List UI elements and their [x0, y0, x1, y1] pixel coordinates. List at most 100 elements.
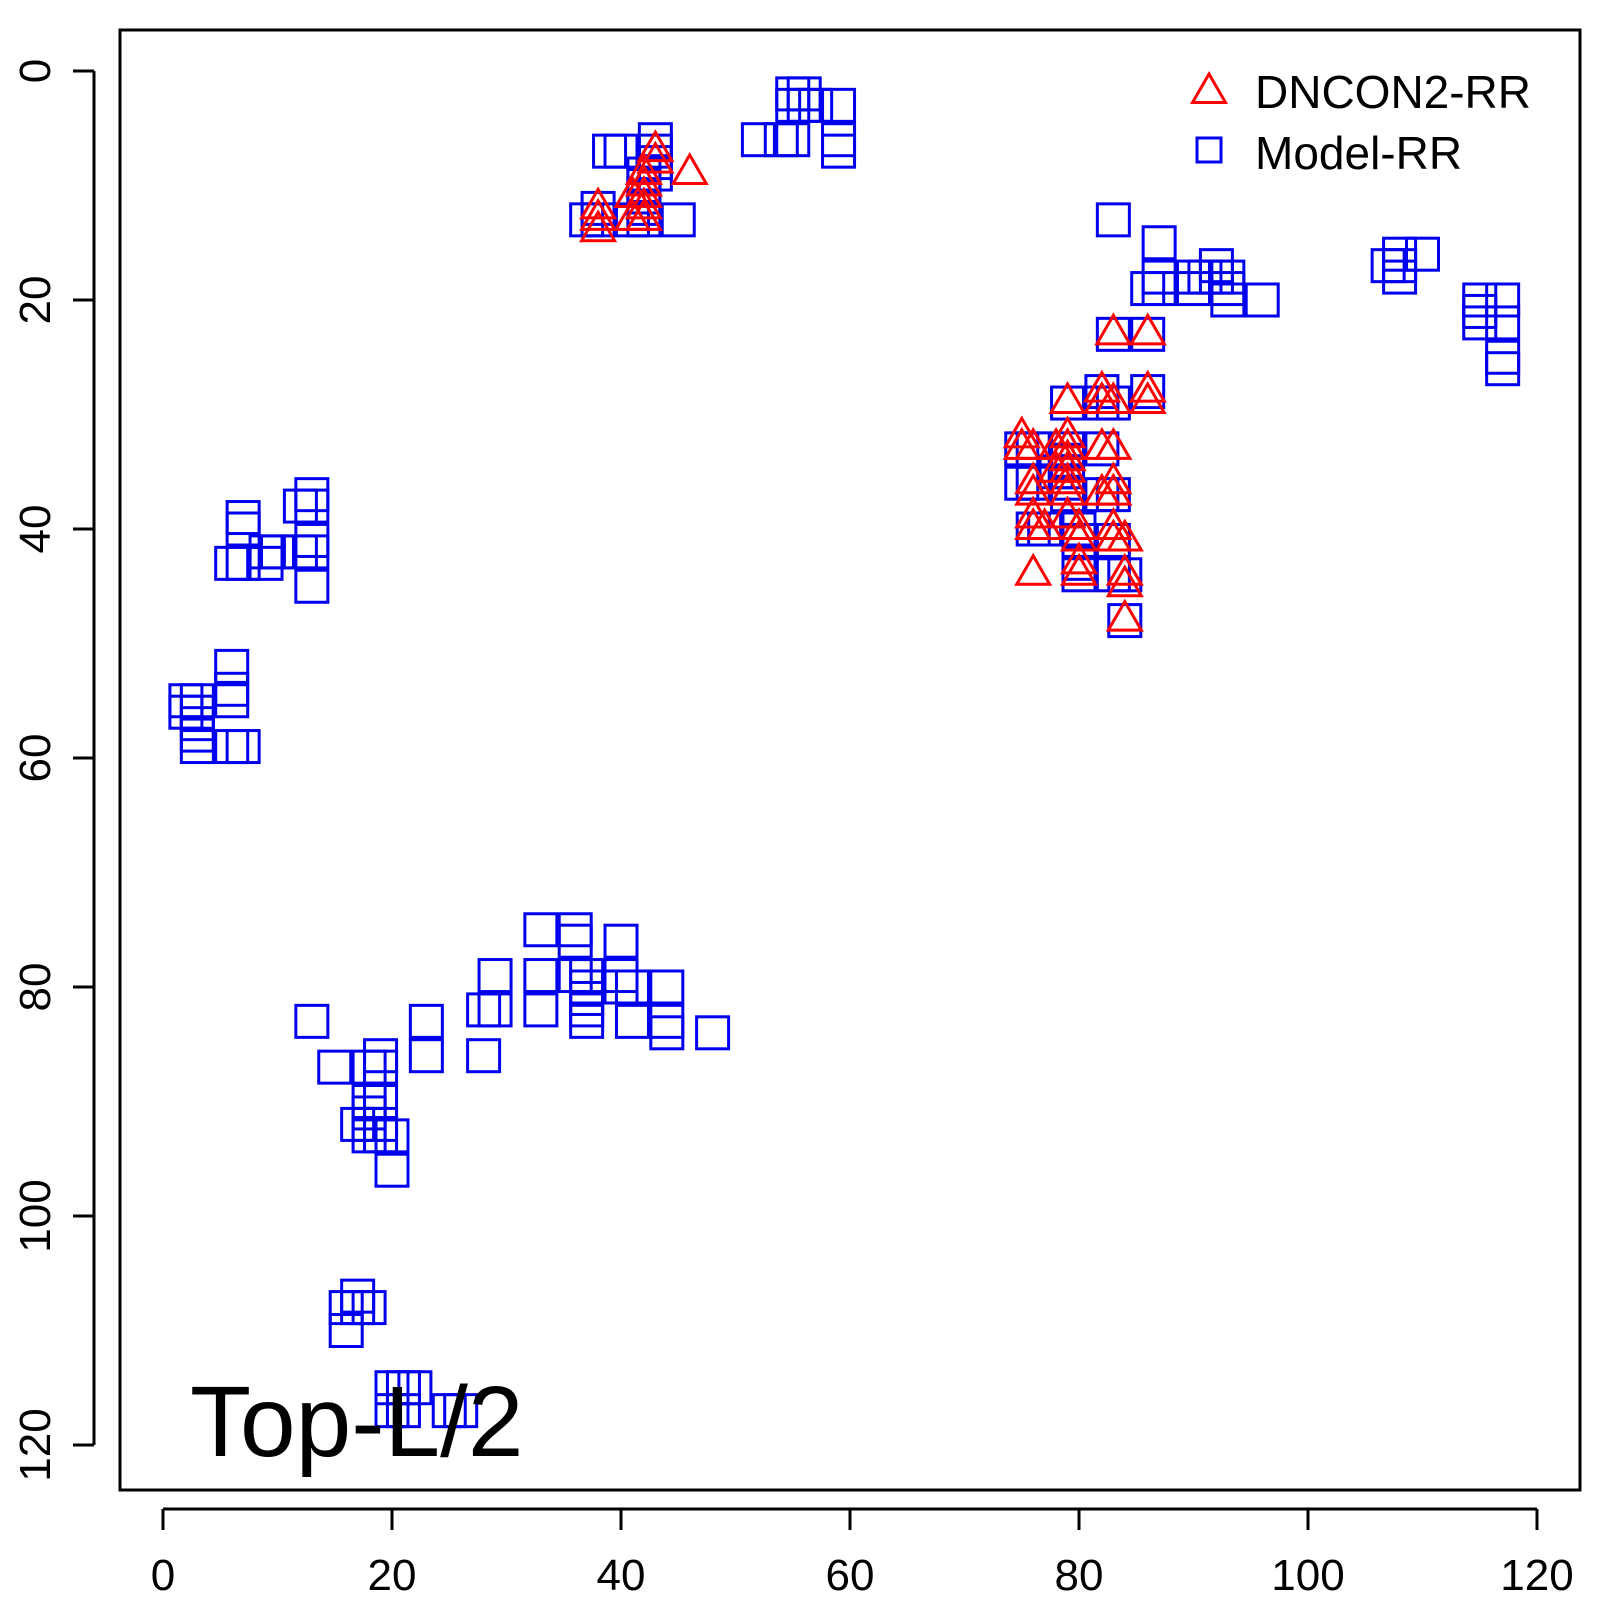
- model-rr-point: [363, 1106, 399, 1142]
- model-rr-point: [603, 133, 639, 169]
- model-rr-point: [603, 958, 639, 994]
- model-rr-point: [1485, 339, 1521, 375]
- model-rr-point: [523, 992, 559, 1028]
- model-rr-point: [775, 87, 811, 123]
- dncon2-rr-point: [1048, 381, 1087, 415]
- model-rr-point: [225, 729, 261, 765]
- model-rr-point: [351, 1290, 387, 1326]
- model-rr-point: [294, 477, 330, 513]
- model-rr-point: [821, 133, 857, 169]
- dncon2-rr-point: [578, 209, 618, 243]
- model-rr-point: [798, 87, 834, 123]
- dncon2-rr-point: [1014, 426, 1053, 460]
- model-rr-point: [614, 1003, 650, 1039]
- dncon2-rr-point: [1048, 449, 1087, 483]
- x-tick-label: 60: [826, 1551, 875, 1600]
- model-rr-point: [1050, 477, 1086, 513]
- x-axis: 0 20 40 60 80 100 120: [151, 1507, 1574, 1600]
- model-rr-point: [443, 1393, 479, 1429]
- x-tick-label: 0: [151, 1551, 175, 1600]
- dncon2-rr-point: [1048, 426, 1087, 460]
- model-rr-point: [294, 568, 330, 604]
- model-rr-point: [351, 1118, 387, 1154]
- model-rr-point: [225, 511, 261, 547]
- model-rr-point: [328, 1290, 364, 1326]
- dncon2-rr-point: [1094, 472, 1133, 506]
- model-rr-point: [340, 1278, 376, 1314]
- model-rr-point: [294, 488, 330, 524]
- dncon2-rr-point: [624, 197, 664, 231]
- model-rr-point: [214, 683, 250, 719]
- model-rr-point: [466, 992, 502, 1028]
- model-rr-point: [1382, 259, 1418, 295]
- model-rr-point: [351, 1084, 387, 1119]
- model-rr-point: [294, 1003, 330, 1039]
- model-rr-point: [363, 1084, 399, 1119]
- dncon2-rr-point: [1094, 312, 1133, 346]
- dncon2-rr-point: [624, 163, 664, 197]
- model-rr-point: [1061, 557, 1097, 593]
- model-rr-point: [1210, 282, 1246, 318]
- model-rr-point: [317, 1049, 353, 1085]
- y-tick-label: 120: [11, 1408, 60, 1481]
- model-rr-point: [1176, 259, 1211, 295]
- model-rr-point: [1370, 248, 1406, 284]
- model-rr-point: [374, 1118, 410, 1154]
- model-rr-point: [1198, 259, 1234, 295]
- model-rr-point: [477, 958, 513, 994]
- dncon2-rr-point: [624, 174, 664, 208]
- model-rr-point: [225, 545, 261, 581]
- model-rr-point: [580, 202, 616, 238]
- model-rr-point: [214, 671, 250, 707]
- x-tick-label: 80: [1055, 1551, 1104, 1600]
- model-rr-point: [1244, 282, 1280, 318]
- model-rr-point: [1141, 271, 1177, 307]
- model-rr-point: [660, 202, 696, 238]
- y-tick-label: 40: [11, 505, 60, 554]
- dncon2-rr-point: [1059, 518, 1099, 552]
- model-rr-point: [363, 1118, 399, 1154]
- model-rr-point: [1462, 305, 1498, 341]
- y-tick-label: 100: [11, 1179, 60, 1252]
- model-rr-point: [340, 1106, 376, 1142]
- model-rr-point: [649, 1003, 685, 1039]
- model-rr-point: [179, 683, 215, 719]
- model-rr-point: [649, 969, 685, 1005]
- model-rr-point: [569, 969, 605, 1005]
- model-rr-point: [214, 729, 250, 765]
- dncon2-rr-point: [578, 197, 618, 231]
- model-rr-point: [557, 923, 593, 959]
- legend-square-marker: [1195, 136, 1223, 164]
- model-rr-point: [775, 76, 811, 112]
- dncon2-rr-point: [1014, 552, 1053, 586]
- dncon2-rr-point: [1094, 381, 1133, 415]
- dncon2-rr-point: [1128, 369, 1167, 403]
- dncon2-rr-point: [1128, 381, 1167, 415]
- model-rr-point: [477, 992, 513, 1028]
- model-rr-point: [557, 958, 593, 994]
- dncon2-rr-point: [624, 186, 664, 220]
- model-rr-point: [466, 1038, 502, 1074]
- dncon2-rr-point: [1048, 438, 1087, 472]
- model-rr-point: [569, 992, 605, 1028]
- model-rr-point: [374, 1152, 410, 1188]
- chart-annotation: Top-L/2: [190, 1366, 524, 1478]
- model-rr-point: [1462, 282, 1498, 318]
- dncon2-rr-point: [670, 152, 709, 186]
- model-rr-point: [763, 122, 799, 158]
- model-rr-point: [179, 706, 215, 742]
- model-rr-point: [328, 1313, 364, 1348]
- model-rr-point: [1095, 316, 1131, 352]
- legend-label-dncon2-rr: DNCON2-RR: [1255, 66, 1531, 118]
- model-rr-point: [1485, 305, 1521, 341]
- model-rr-point: [1198, 248, 1234, 284]
- model-rr-point: [1027, 511, 1063, 547]
- x-tick-label: 40: [597, 1551, 646, 1600]
- model-rr-point: [523, 958, 559, 994]
- data-points: [168, 76, 1521, 1429]
- model-rr-point: [695, 1015, 731, 1051]
- model-rr-point: [1485, 282, 1521, 318]
- dncon2-rr-point: [1094, 426, 1133, 460]
- dncon2-rr-point: [1048, 472, 1087, 506]
